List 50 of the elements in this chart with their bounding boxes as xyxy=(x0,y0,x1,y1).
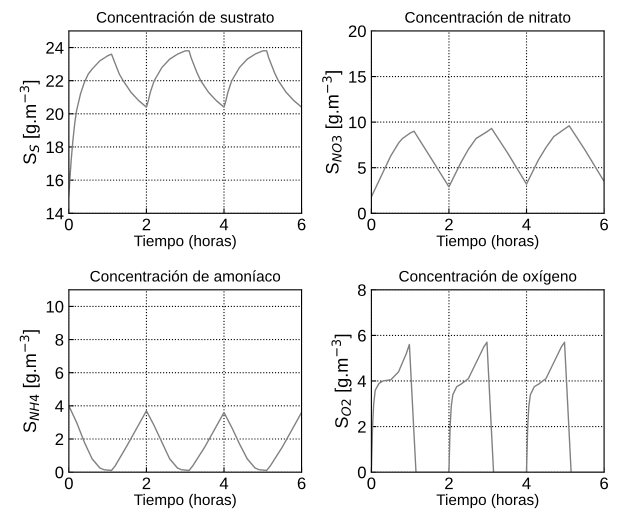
chart-title: Concentración de amoníaco xyxy=(90,270,280,282)
x-axis-title: Tiempo (horas) xyxy=(436,235,538,250)
x-tick-label: 4 xyxy=(220,218,228,230)
y-axis-title: S$_{S}$ [g.m$^{−3}$] xyxy=(20,80,40,164)
x-axis-title: Tiempo (horas) xyxy=(436,494,538,508)
y-tick-label: 2 xyxy=(56,433,64,446)
y-axis-title: S$_{O2}$ [g.m$^{−3}$] xyxy=(331,334,352,428)
y-tick-label: 4 xyxy=(358,376,366,388)
y-tick-label: 15 xyxy=(349,71,366,83)
y-tick-label: 6 xyxy=(358,330,366,342)
x-tick-label: 4 xyxy=(522,218,531,230)
x-tick-label: 6 xyxy=(600,218,608,230)
x-tick-label: 6 xyxy=(600,477,608,490)
x-axis-title: Tiempo (horas) xyxy=(134,494,236,508)
chart-title: Concentración de sustrato xyxy=(96,11,274,23)
x-tick-label: 6 xyxy=(298,477,306,490)
y-tick-label: 6 xyxy=(56,367,64,379)
y-tick-label: 0 xyxy=(55,466,64,478)
y-tick-label: 20 xyxy=(46,108,64,120)
chart-title: Concentración de oxígeno xyxy=(399,270,576,285)
x-tick-label: 2 xyxy=(142,477,150,490)
y-tick-label: 8 xyxy=(358,284,366,296)
x-tick-label: 0 xyxy=(367,477,376,490)
y-tick-label: 22 xyxy=(46,75,64,87)
x-tick-label: 0 xyxy=(64,218,73,230)
x-tick-label: 0 xyxy=(64,477,73,490)
y-axis-title: S$_{NH4}$ [g.m$^{−3}$] xyxy=(20,330,40,432)
x-tick-label: 4 xyxy=(522,478,531,490)
y-tick-label: 16 xyxy=(46,174,64,186)
y-tick-label: 8 xyxy=(55,334,64,346)
y-tick-label: 0 xyxy=(358,466,366,478)
x-tick-label: 4 xyxy=(220,478,228,490)
y-tick-label: 14 xyxy=(46,208,64,220)
y-tick-label: 24 xyxy=(46,42,64,54)
x-tick-label: 2 xyxy=(445,218,453,230)
y-tick-label: 10 xyxy=(46,300,64,313)
y-tick-label: 10 xyxy=(349,116,366,128)
y-tick-label: 2 xyxy=(358,420,366,433)
x-tick-label: 6 xyxy=(298,218,306,230)
y-tick-label: 4 xyxy=(55,400,64,412)
y-tick-label: 20 xyxy=(348,25,366,38)
x-tick-label: 2 xyxy=(445,477,453,490)
x-tick-label: 0 xyxy=(367,218,376,230)
chart-title: Concentración de nitrato xyxy=(405,11,570,23)
y-tick-label: 5 xyxy=(358,162,366,174)
y-tick-label: 0 xyxy=(358,208,366,220)
x-axis-title: Tiempo (horas) xyxy=(134,235,236,250)
y-axis-title: S$_{NO3}$ [g.m$^{−3}$] xyxy=(322,71,342,174)
x-tick-label: 2 xyxy=(142,218,150,230)
y-tick-label: 18 xyxy=(46,141,64,154)
